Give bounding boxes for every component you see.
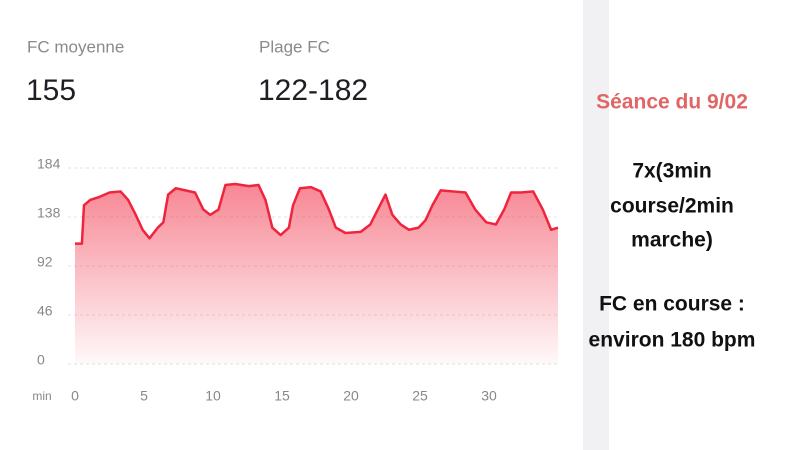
x-tick-label: 0 (71, 388, 79, 404)
x-tick-label: 20 (343, 388, 359, 404)
x-axis-label: min (32, 389, 51, 403)
y-tick-label: 138 (37, 205, 61, 221)
note-line: environ 180 bpm (589, 329, 756, 352)
stat-value: 155 (26, 74, 76, 107)
y-tick-label: 184 (37, 156, 61, 172)
x-tick-label: 25 (412, 388, 428, 404)
stat-value: 122-182 (258, 74, 368, 107)
stat-label: FC moyenne (27, 37, 124, 56)
note-line: 7x(3min (632, 160, 711, 183)
session-title: Séance du 9/02 (596, 91, 748, 114)
line (75, 182, 559, 245)
x-tick-label: 15 (274, 388, 290, 404)
area (75, 183, 558, 364)
note-line: FC en course : (599, 293, 745, 316)
note-line: course/2min (610, 195, 734, 218)
note-line: marche) (631, 229, 713, 252)
x-tick-label: 30 (481, 388, 497, 404)
x-tick-label: 10 (205, 388, 221, 404)
divider (583, 0, 609, 450)
y-tick-label: 0 (37, 352, 45, 368)
y-tick-label: 46 (37, 303, 53, 319)
x-tick-label: 5 (140, 388, 148, 404)
stat-label: Plage FC (259, 37, 330, 56)
y-tick-label: 92 (37, 254, 53, 270)
